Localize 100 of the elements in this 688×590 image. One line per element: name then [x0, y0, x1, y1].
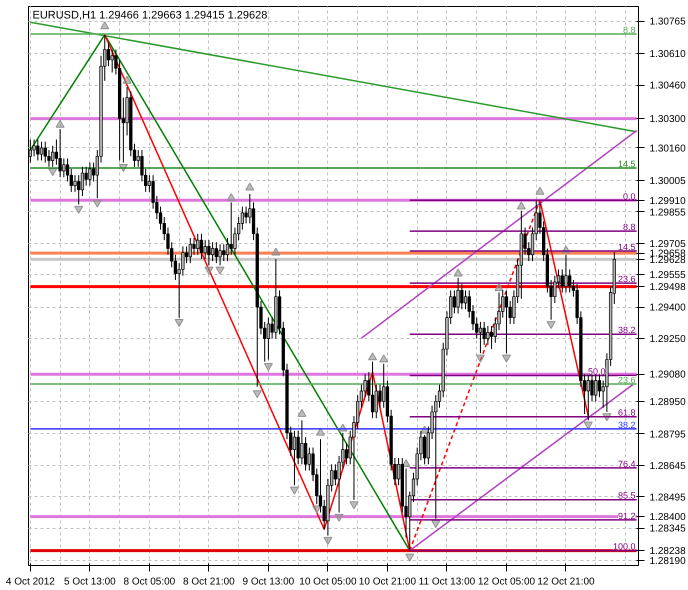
series-label: 14.5	[618, 159, 636, 170]
y-tick-label: 1.29250	[650, 334, 686, 346]
point	[494, 283, 504, 292]
candlestick	[110, 48, 114, 73]
y-tick-label: 1.30160	[650, 143, 686, 154]
point	[122, 76, 132, 84]
x-tick-label: 8 Oct 05:00	[124, 576, 176, 588]
point	[431, 520, 440, 528]
point	[454, 268, 463, 276]
candlestick	[292, 430, 296, 486]
point	[226, 193, 236, 202]
series-label: 14.5	[618, 242, 636, 252]
candlestick	[370, 361, 374, 419]
series-label: 8.8	[622, 222, 636, 232]
point	[516, 201, 526, 210]
y-tick-label: 1.28190	[650, 556, 686, 568]
candlestick	[564, 254, 568, 293]
candlestick	[210, 242, 214, 262]
candlestick	[40, 141, 44, 161]
candlestick	[84, 166, 88, 186]
candlestick	[460, 284, 464, 310]
x-tick-label: 9 Oct 13:00	[242, 576, 295, 588]
y-tick-label: 1.28645	[650, 460, 686, 472]
y-tick-label: 1.30460	[650, 80, 686, 92]
candlestick	[586, 374, 590, 421]
series-label: 38.2	[618, 420, 636, 430]
series-label: 23.6	[618, 375, 636, 386]
point	[334, 514, 344, 522]
y-tick-label: 1.29498	[650, 282, 686, 294]
candlestick	[504, 290, 508, 354]
point	[174, 319, 184, 327]
candlestick	[308, 447, 311, 472]
y-tick-label: 1.29910	[650, 196, 686, 207]
y-tick-label: 1.28400	[650, 512, 686, 524]
candlestick	[207, 240, 211, 266]
chart-title: EURUSD,H1 1.29466 1.29663 1.29415 1.29628	[32, 10, 268, 22]
x-tick-label: 12 Oct 05:00	[478, 576, 536, 588]
candlestick	[44, 141, 47, 164]
candlestick	[568, 268, 572, 293]
point	[264, 363, 273, 371]
candlestick	[58, 128, 62, 178]
point	[535, 186, 544, 195]
point	[245, 182, 254, 191]
x-tick-label: 11 Oct 13:00	[418, 576, 476, 588]
candlestick	[244, 206, 248, 224]
x-tick-label: 8 Oct 21:00	[183, 576, 236, 588]
candlestick	[452, 290, 456, 314]
candlestick	[334, 464, 338, 486]
y-tick-label: 1.28495	[650, 492, 686, 504]
candlestick	[486, 326, 490, 346]
y-tick-label: 1.28950	[650, 396, 686, 408]
candlestick	[204, 240, 207, 260]
series-label: 8.8	[622, 24, 636, 35]
candlestick	[80, 166, 84, 197]
candlestick	[230, 202, 233, 256]
point	[252, 390, 262, 398]
y-tick-label: 1.29400	[650, 302, 686, 314]
candlestick	[200, 233, 204, 260]
candlestick	[594, 374, 598, 402]
series-label: 61.8	[618, 408, 636, 418]
y-tick-label: 1.30005	[650, 176, 686, 187]
candlestick	[490, 326, 494, 350]
y-tick-label: 1.28795	[650, 429, 686, 440]
candlestick	[464, 290, 468, 310]
y-tick-label: 1.29855	[650, 207, 686, 218]
candlestick	[62, 158, 66, 178]
series-label: 0.0	[622, 191, 636, 202]
candlestick	[188, 238, 192, 264]
point	[349, 501, 358, 510]
x-tick-label: 12 Oct 21:00	[537, 576, 596, 588]
y-tick-label: 1.29705	[650, 238, 686, 250]
candlestick	[560, 268, 564, 293]
x-tick-label: 4 Oct 2012	[6, 576, 56, 588]
candlestick	[300, 420, 304, 465]
series-label: 100.0	[612, 542, 636, 552]
candlestick	[214, 242, 218, 264]
x-tick-label: 10 Oct 21:00	[358, 576, 416, 588]
series-label: 50.0	[588, 366, 606, 376]
x-tick-label: 10 Oct 05:00	[299, 576, 357, 588]
point	[56, 120, 65, 128]
series-label: 38.2	[618, 325, 636, 336]
candlestick	[88, 162, 92, 186]
point	[405, 554, 414, 562]
series-label: 85.5	[618, 490, 636, 501]
point	[216, 266, 225, 275]
candlestick	[77, 174, 80, 205]
candlestick	[456, 277, 460, 314]
y-tick-label: 1.29080	[650, 370, 686, 381]
candlestick	[266, 317, 270, 360]
point	[204, 266, 214, 275]
point	[502, 354, 511, 363]
y-tick-label: 1.28345	[650, 524, 686, 535]
candlestick	[378, 384, 382, 408]
y-tick-label: 1.28238	[650, 546, 686, 558]
point	[100, 21, 110, 30]
y-tick-label: 1.30765	[650, 16, 686, 28]
x-tick-label: 5 Oct 13:00	[64, 576, 116, 588]
point	[271, 248, 280, 256]
series-label: 76.4	[618, 458, 636, 469]
candlestick	[47, 150, 51, 168]
